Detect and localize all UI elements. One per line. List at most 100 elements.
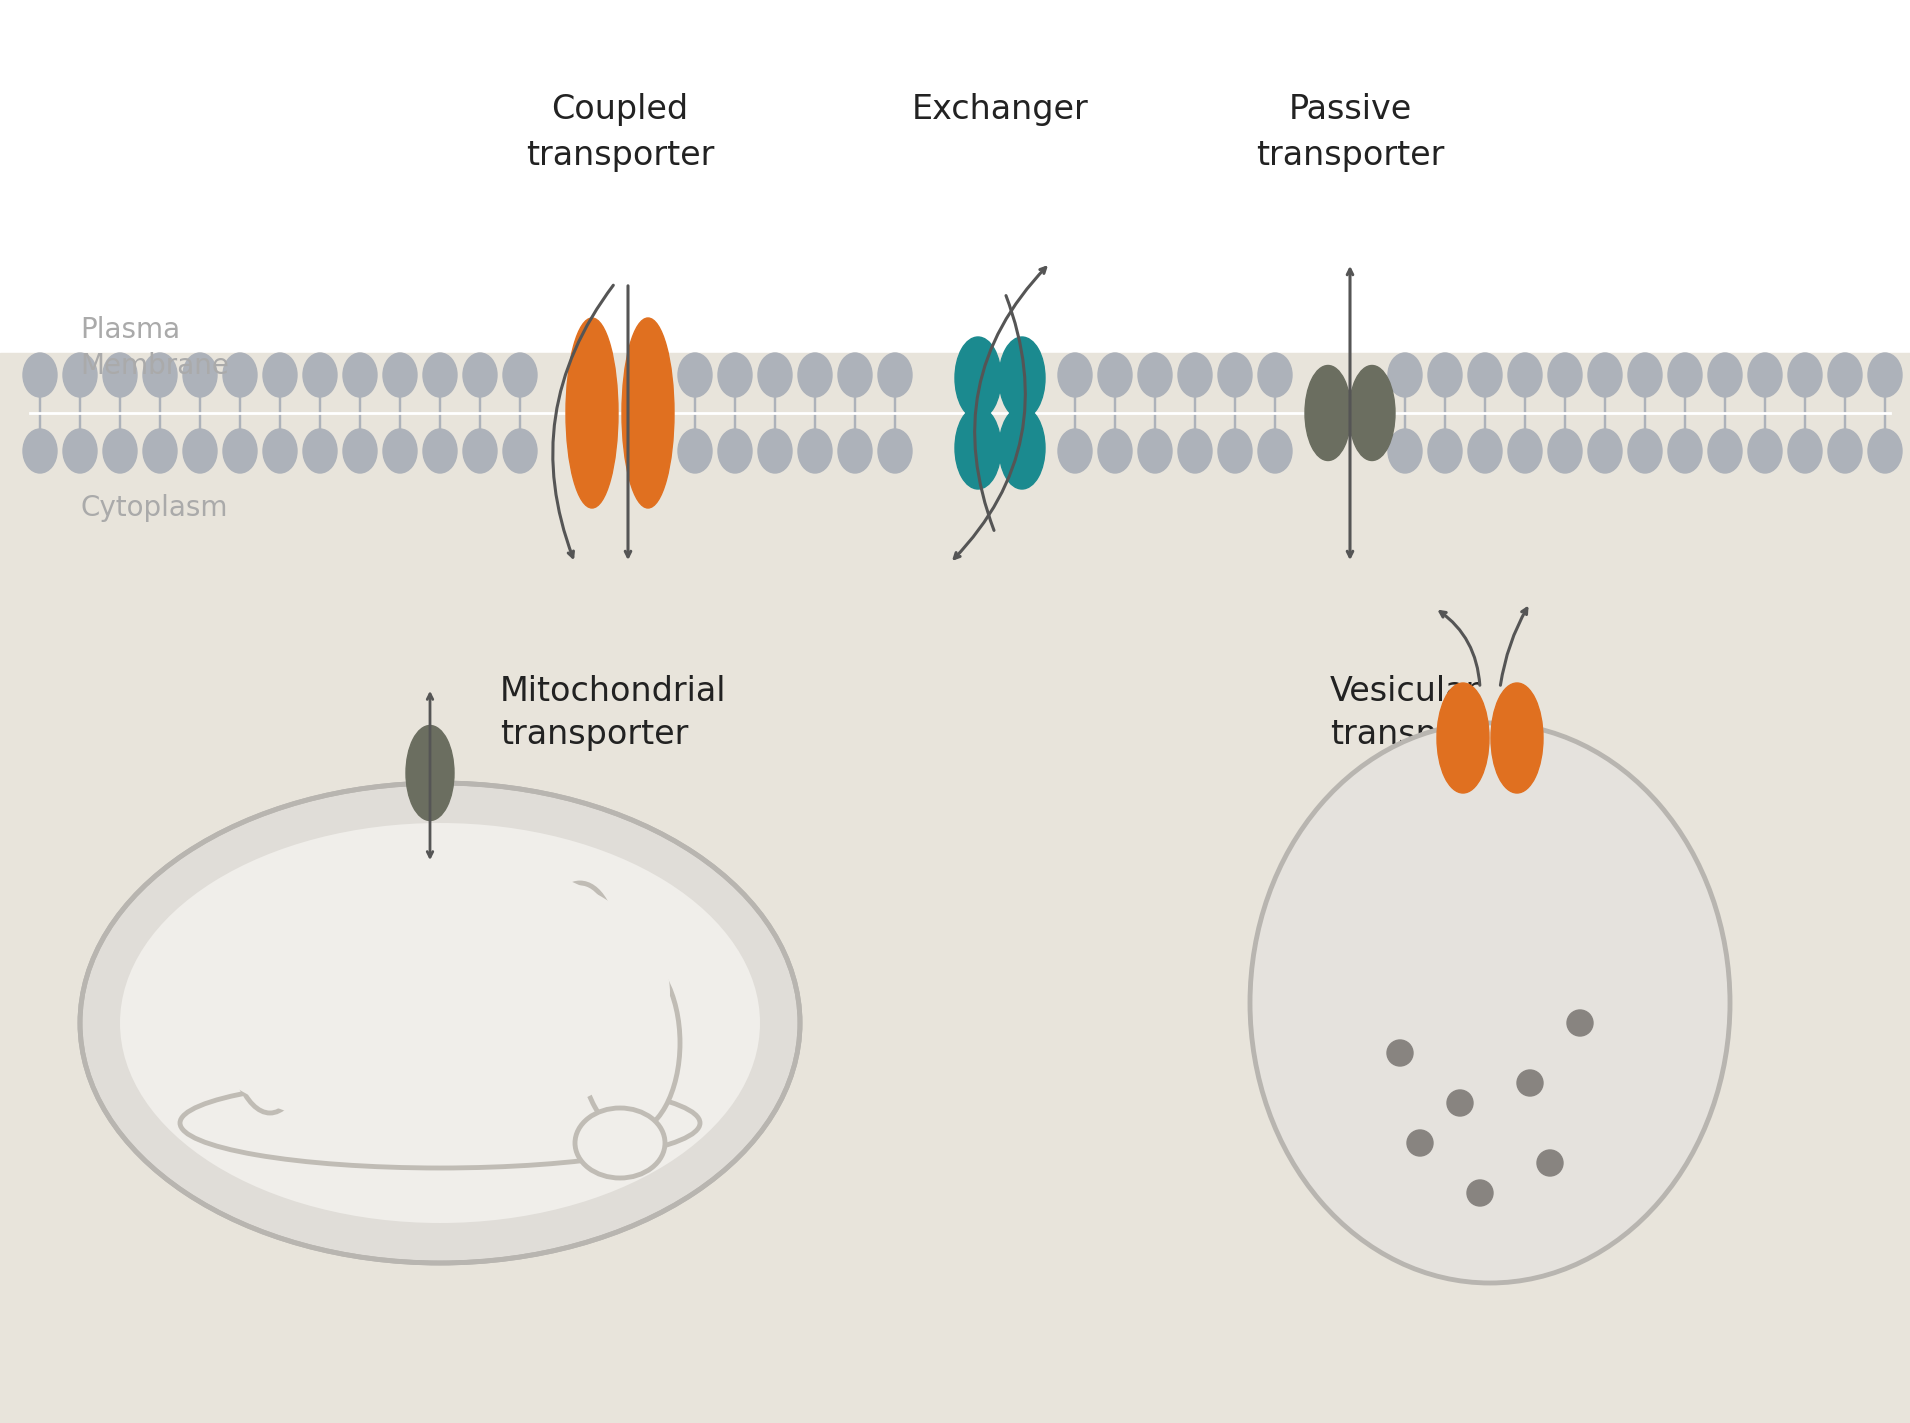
Ellipse shape — [103, 428, 138, 472]
Ellipse shape — [1429, 428, 1461, 472]
Text: Passive
transporter: Passive transporter — [1255, 92, 1444, 172]
Ellipse shape — [1098, 428, 1133, 472]
Ellipse shape — [143, 428, 178, 472]
Ellipse shape — [304, 353, 336, 397]
Ellipse shape — [575, 1109, 665, 1178]
Ellipse shape — [1305, 366, 1350, 461]
Ellipse shape — [344, 428, 376, 472]
Ellipse shape — [999, 337, 1045, 418]
Ellipse shape — [462, 428, 497, 472]
Circle shape — [1408, 1130, 1432, 1155]
Ellipse shape — [798, 428, 833, 472]
Ellipse shape — [1788, 353, 1822, 397]
Ellipse shape — [1219, 428, 1251, 472]
Ellipse shape — [23, 428, 57, 472]
Ellipse shape — [23, 353, 57, 397]
Ellipse shape — [1178, 353, 1213, 397]
Ellipse shape — [1259, 428, 1291, 472]
Ellipse shape — [384, 428, 416, 472]
Ellipse shape — [1259, 353, 1291, 397]
Ellipse shape — [1828, 428, 1862, 472]
Text: Coupled
transporter: Coupled transporter — [525, 92, 714, 172]
Ellipse shape — [1492, 683, 1543, 793]
Ellipse shape — [623, 317, 674, 508]
Ellipse shape — [264, 353, 296, 397]
Ellipse shape — [879, 353, 911, 397]
Ellipse shape — [758, 353, 793, 397]
Ellipse shape — [225, 894, 315, 1113]
Ellipse shape — [1058, 353, 1093, 397]
Ellipse shape — [407, 726, 455, 821]
Ellipse shape — [581, 953, 680, 1133]
Ellipse shape — [1138, 353, 1173, 397]
Ellipse shape — [344, 353, 376, 397]
Ellipse shape — [1547, 428, 1581, 472]
Ellipse shape — [103, 353, 138, 397]
Text: Exchanger: Exchanger — [911, 92, 1089, 127]
Ellipse shape — [183, 428, 218, 472]
Ellipse shape — [1708, 353, 1742, 397]
Circle shape — [1467, 1180, 1494, 1207]
Ellipse shape — [1469, 353, 1501, 397]
Text: Cytoplasm: Cytoplasm — [80, 494, 227, 522]
Ellipse shape — [1219, 353, 1251, 397]
Ellipse shape — [838, 353, 873, 397]
Ellipse shape — [1138, 428, 1173, 472]
Ellipse shape — [718, 428, 753, 472]
Text: Vesicular
transporter: Vesicular transporter — [1329, 675, 1518, 751]
Ellipse shape — [180, 1079, 699, 1168]
Ellipse shape — [338, 894, 422, 1093]
Ellipse shape — [1098, 353, 1133, 397]
Ellipse shape — [1748, 353, 1782, 397]
Ellipse shape — [502, 353, 537, 397]
Ellipse shape — [1828, 353, 1862, 397]
Ellipse shape — [80, 783, 800, 1264]
Text: Plasma
Membrane: Plasma Membrane — [80, 316, 229, 380]
Ellipse shape — [223, 428, 258, 472]
Ellipse shape — [999, 407, 1045, 490]
Ellipse shape — [120, 822, 760, 1222]
Circle shape — [1538, 1150, 1562, 1175]
Ellipse shape — [1547, 353, 1581, 397]
Ellipse shape — [1389, 428, 1423, 472]
Ellipse shape — [223, 353, 258, 397]
Ellipse shape — [1708, 428, 1742, 472]
Ellipse shape — [170, 852, 670, 1133]
Ellipse shape — [422, 353, 456, 397]
Ellipse shape — [422, 428, 456, 472]
Ellipse shape — [304, 428, 336, 472]
Ellipse shape — [758, 428, 793, 472]
Circle shape — [1517, 1070, 1543, 1096]
Ellipse shape — [1509, 428, 1541, 472]
Ellipse shape — [1667, 353, 1702, 397]
Ellipse shape — [63, 353, 97, 397]
Circle shape — [1448, 1090, 1473, 1116]
Ellipse shape — [143, 353, 178, 397]
Ellipse shape — [678, 353, 712, 397]
Bar — [0, 353, 1910, 1423]
Ellipse shape — [565, 317, 619, 508]
Ellipse shape — [798, 353, 833, 397]
Ellipse shape — [1587, 428, 1622, 472]
Ellipse shape — [1627, 353, 1662, 397]
Ellipse shape — [63, 428, 97, 472]
Ellipse shape — [264, 428, 296, 472]
Ellipse shape — [1058, 428, 1093, 472]
Ellipse shape — [1868, 353, 1902, 397]
Ellipse shape — [458, 943, 542, 1103]
Ellipse shape — [678, 428, 712, 472]
Circle shape — [1566, 1010, 1593, 1036]
Ellipse shape — [544, 884, 615, 1003]
Ellipse shape — [879, 428, 911, 472]
Ellipse shape — [955, 407, 1001, 490]
Ellipse shape — [1429, 353, 1461, 397]
Ellipse shape — [1249, 723, 1730, 1284]
Ellipse shape — [1389, 353, 1423, 397]
Ellipse shape — [502, 428, 537, 472]
Ellipse shape — [260, 884, 581, 963]
Ellipse shape — [1178, 428, 1213, 472]
Ellipse shape — [1469, 428, 1501, 472]
Ellipse shape — [955, 337, 1001, 418]
Ellipse shape — [1868, 428, 1902, 472]
Ellipse shape — [1436, 683, 1490, 793]
